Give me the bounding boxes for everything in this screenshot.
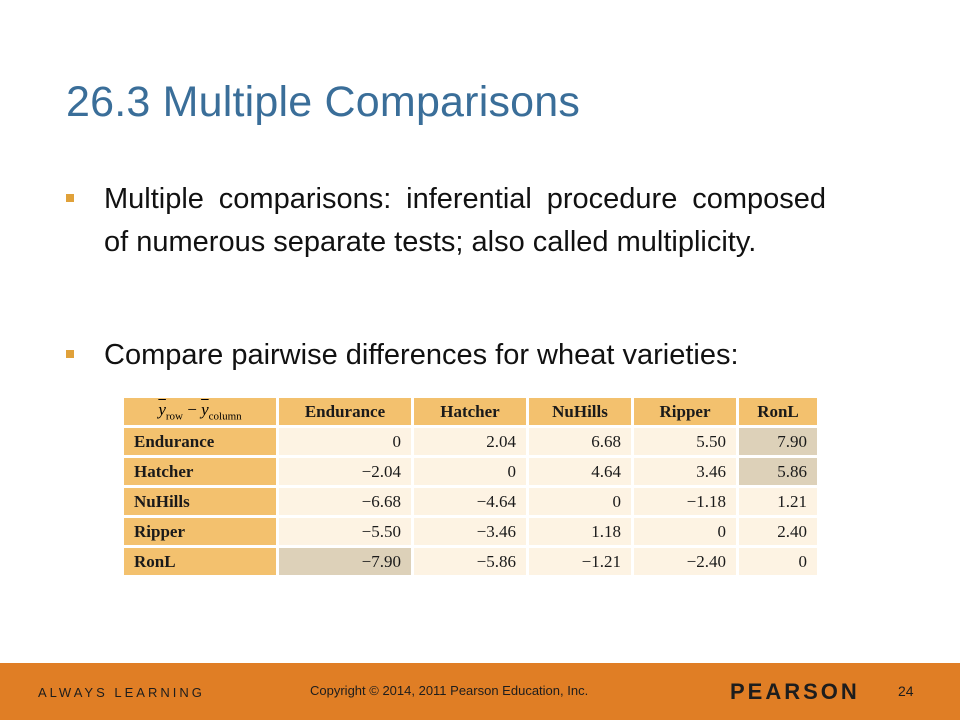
footer-tagline: ALWAYS LEARNING — [38, 685, 205, 700]
table-cell: −2.40 — [634, 548, 736, 575]
column-header: RonL — [739, 398, 817, 425]
row-header: Ripper — [124, 518, 276, 545]
column-header: Endurance — [279, 398, 411, 425]
pairwise-difference-table: yrow − ycolumn Endurance Hatcher NuHills… — [121, 395, 820, 578]
table-cell: 0 — [739, 548, 817, 575]
table-cell: −1.18 — [634, 488, 736, 515]
table-cell: 5.86 — [739, 458, 817, 485]
pearson-logo: PEARSON — [730, 679, 860, 704]
table-cell: 4.64 — [529, 458, 631, 485]
copyright-text: Copyright © 2014, 2011 Pearson Education… — [310, 683, 589, 698]
column-subscript: column — [208, 410, 242, 423]
bullet-text: Compare pairwise differences for wheat v… — [104, 339, 739, 371]
footer-bar: ALWAYS LEARNING Copyright © 2014, 2011 P… — [0, 663, 960, 720]
table-cell: 0 — [279, 428, 411, 455]
table-cell: −1.21 — [529, 548, 631, 575]
table-cell: 3.46 — [634, 458, 736, 485]
table-cell: −6.68 — [279, 488, 411, 515]
table-cell: −2.04 — [279, 458, 411, 485]
table-cell: −4.64 — [414, 488, 526, 515]
table-cell: 2.40 — [739, 518, 817, 545]
column-header: NuHills — [529, 398, 631, 425]
table-cell: 6.68 — [529, 428, 631, 455]
bullet-item: Multiple comparisons: inferential proced… — [66, 178, 826, 264]
table-cell: 0 — [634, 518, 736, 545]
table-cell: 0 — [529, 488, 631, 515]
row-header: RonL — [124, 548, 276, 575]
slide-title: 26.3 Multiple Comparisons — [66, 78, 581, 126]
minus-sign: − — [183, 400, 202, 420]
row-header: Endurance — [124, 428, 276, 455]
table-cell: 7.90 — [739, 428, 817, 455]
table-row: RonL −7.90 −5.86 −1.21 −2.40 0 — [124, 548, 817, 575]
bullet-marker-icon — [66, 350, 74, 358]
table-cell: 2.04 — [414, 428, 526, 455]
ybar-symbol: y — [158, 400, 166, 420]
table-cell: 1.18 — [529, 518, 631, 545]
bullet-marker-icon — [66, 194, 74, 202]
bullet-item: Compare pairwise differences for wheat v… — [66, 334, 826, 377]
table-cell: 5.50 — [634, 428, 736, 455]
bullet-text: Multiple comparisons: inferential proced… — [104, 183, 826, 258]
table-cell: −7.90 — [279, 548, 411, 575]
table-cell: 1.21 — [739, 488, 817, 515]
row-header: NuHills — [124, 488, 276, 515]
page-number: 24 — [898, 683, 914, 699]
row-subscript: row — [165, 410, 183, 423]
table-row: Endurance 0 2.04 6.68 5.50 7.90 — [124, 428, 817, 455]
table-cell: 0 — [414, 458, 526, 485]
table-row: Hatcher −2.04 0 4.64 3.46 5.86 — [124, 458, 817, 485]
table-cell: −3.46 — [414, 518, 526, 545]
table-corner-header: yrow − ycolumn — [124, 398, 276, 425]
table-row: Ripper −5.50 −3.46 1.18 0 2.40 — [124, 518, 817, 545]
row-header: Hatcher — [124, 458, 276, 485]
table-row: NuHills −6.68 −4.64 0 −1.18 1.21 — [124, 488, 817, 515]
table-cell: −5.86 — [414, 548, 526, 575]
ybar-symbol: y — [201, 400, 209, 420]
table-cell: −5.50 — [279, 518, 411, 545]
column-header: Hatcher — [414, 398, 526, 425]
column-header: Ripper — [634, 398, 736, 425]
table-header-row: yrow − ycolumn Endurance Hatcher NuHills… — [124, 398, 817, 425]
